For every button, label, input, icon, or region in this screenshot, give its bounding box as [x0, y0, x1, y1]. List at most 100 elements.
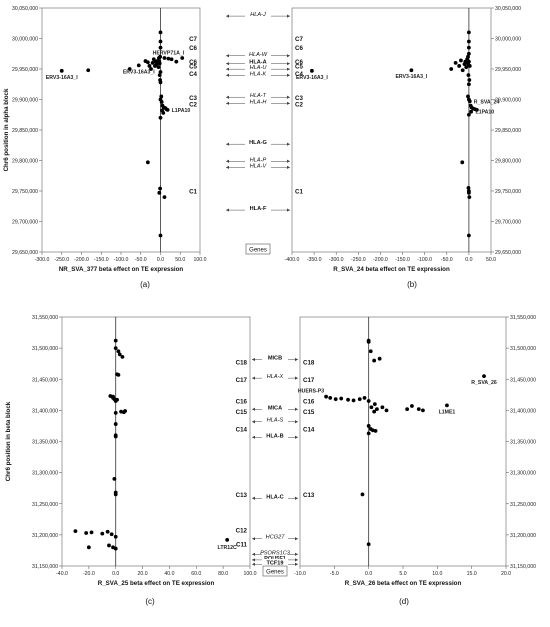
arrow-left-icon [252, 407, 255, 411]
x-axis-label: R_SVA_24 beta effect on TE expression [333, 266, 450, 273]
gene-label: MICA [268, 405, 282, 411]
y-tick-label: 29,950,000 [12, 67, 38, 73]
cluster-tag: C18 [303, 359, 315, 366]
y-tick-label: 31,350,000 [32, 440, 58, 446]
gene-label: HLA-F [250, 206, 267, 212]
y-tick-label: 31,150,000 [32, 564, 58, 570]
gene-label: HLA-H [250, 99, 268, 105]
point-annotation: ERV3-16A3_I [395, 74, 427, 80]
gene-label-bg [245, 204, 271, 212]
data-point [482, 374, 486, 379]
y-tick-label: 30,000,000 [495, 37, 521, 43]
data-point [113, 346, 118, 351]
gene-label: HLA-X [267, 374, 284, 380]
point-annotation: L1PA10 [172, 108, 191, 114]
data-point [86, 545, 91, 550]
x-tick-label: -100.0 [417, 257, 432, 263]
y-tick-label: 31,400,000 [32, 408, 58, 414]
x-tick-label: 0.0 [365, 571, 372, 577]
gene-label: HLA-V [250, 163, 268, 169]
x-tick-label: -300.0 [35, 257, 50, 263]
arrow-left-icon [226, 101, 229, 105]
gene-label-bg [262, 548, 288, 556]
data-point [375, 407, 379, 412]
gene-label-bg [245, 161, 271, 169]
arrow-right-icon [287, 95, 290, 99]
data-point [157, 73, 162, 77]
data-point [409, 68, 414, 73]
data-point [372, 409, 377, 414]
x-tick-label: -50.0 [441, 257, 453, 263]
y-tick-label: 29,950,000 [495, 67, 521, 73]
gene-label-bg [262, 403, 288, 411]
data-point [416, 407, 421, 412]
arrow-left-icon [226, 159, 229, 163]
data-point [89, 530, 94, 535]
x-tick-label: -40.0 [56, 571, 68, 577]
data-point [366, 340, 371, 344]
arrow-right-icon [287, 73, 290, 77]
data-point [328, 396, 333, 400]
gene-label: TCF19 [266, 560, 283, 566]
data-point [466, 59, 471, 64]
y-tick-label: 31,450,000 [510, 377, 536, 383]
data-point [158, 30, 163, 35]
y-tick-label: 29,900,000 [12, 98, 38, 104]
data-point [158, 233, 163, 238]
y-tick-label: 29,700,000 [495, 220, 521, 226]
x-tick-label: -100.0 [114, 257, 129, 263]
gene-label: HLA-G [249, 140, 267, 146]
y-tick-label: 31,250,000 [510, 502, 536, 508]
arrow-left-icon [226, 142, 229, 146]
gene-label: HLA-J [250, 12, 266, 18]
point-annotation: L1PA10 [476, 110, 495, 116]
x-tick-label: 50.0 [486, 257, 496, 263]
data-point [377, 356, 382, 361]
point-annotation: R_SVA_24 [474, 99, 500, 105]
y-tick-label: 30,050,000 [12, 6, 38, 12]
data-point [346, 397, 350, 402]
gene-label: HLA-W [249, 52, 268, 58]
gene-label: HLA-C [266, 494, 283, 500]
data-point [111, 394, 115, 399]
x-tick-label: 40.0 [164, 571, 174, 577]
gene-label-bg [245, 63, 271, 71]
data-point [145, 160, 150, 165]
x-tick-label: -150.0 [94, 257, 109, 263]
y-tick-label: 31,200,000 [510, 533, 536, 539]
data-point [372, 358, 377, 363]
cluster-tag: C4 [295, 71, 303, 78]
x-tick-label: -20.0 [83, 571, 95, 577]
data-point [474, 107, 479, 112]
data-point [159, 94, 164, 99]
x-tick-label: 50.0 [175, 257, 185, 263]
gene-label: HLA-T [250, 93, 267, 99]
data-point [169, 57, 174, 62]
y-tick-label: 31,300,000 [510, 471, 536, 477]
genes-footer-box [262, 565, 288, 577]
data-point [157, 190, 162, 195]
data-point [368, 349, 373, 354]
cluster-tag: C2 [295, 101, 303, 108]
gene-label-bg [245, 50, 271, 58]
data-point [466, 82, 471, 87]
y-tick-label: 29,850,000 [12, 128, 38, 134]
x-tick-label: 100.0 [244, 571, 257, 577]
data-point [105, 529, 110, 534]
x-tick-label: 0.0 [465, 257, 472, 263]
gene-label-bg [245, 97, 271, 105]
data-point [372, 402, 377, 407]
plot-frame [299, 316, 507, 567]
x-tick-label: -50.0 [135, 257, 147, 263]
cluster-tag: C11 [236, 542, 248, 549]
genes-footer-label: Genes [266, 569, 284, 575]
data-point [162, 56, 167, 60]
data-point [165, 107, 170, 112]
y-tick-label: 31,150,000 [510, 564, 536, 570]
data-point [466, 73, 471, 77]
y-tick-label: 29,900,000 [495, 98, 521, 104]
y-tick-label: 31,500,000 [510, 346, 536, 352]
data-point [466, 112, 471, 117]
gene-label: HLA-A [249, 60, 266, 66]
